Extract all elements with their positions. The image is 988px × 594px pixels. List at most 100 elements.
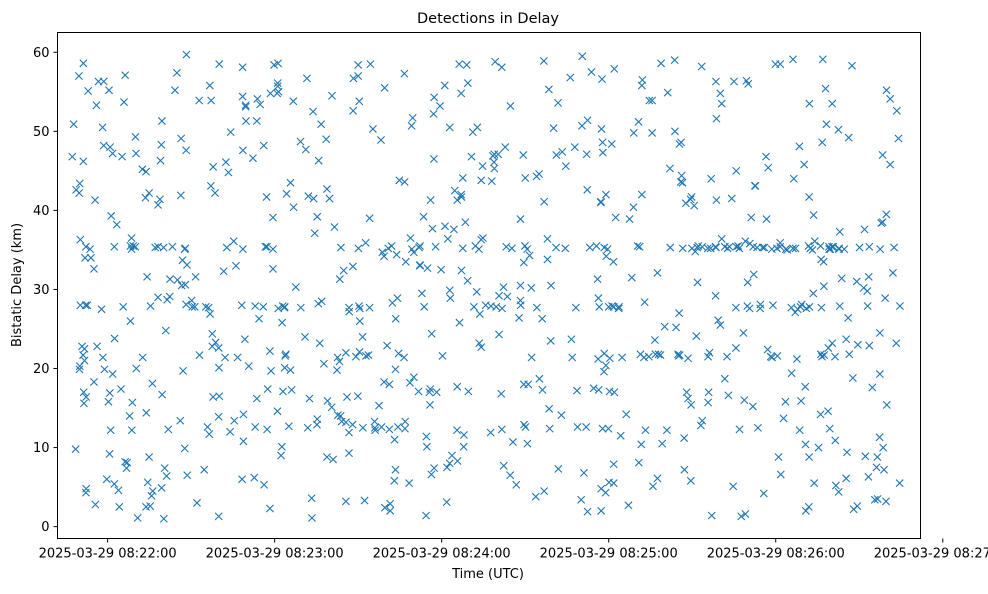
data-point (335, 275, 344, 284)
data-point (686, 476, 695, 485)
data-point (110, 334, 119, 343)
data-point (806, 244, 815, 253)
data-point (71, 445, 80, 454)
data-point (273, 407, 282, 416)
data-point (79, 399, 88, 408)
data-point (348, 420, 357, 429)
data-point (207, 96, 216, 105)
data-point (415, 261, 424, 270)
data-point (322, 453, 331, 462)
data-point (486, 428, 495, 437)
data-point (273, 82, 282, 91)
data-point (717, 234, 726, 243)
data-point (886, 94, 895, 103)
data-point (578, 52, 587, 61)
data-point (172, 68, 181, 77)
data-point (842, 474, 851, 483)
data-point (660, 322, 669, 331)
data-point (215, 392, 224, 401)
data-point (244, 362, 253, 371)
data-point (214, 412, 223, 421)
data-point (810, 237, 819, 246)
y-tick-label: 10 (33, 441, 50, 456)
data-point (552, 243, 561, 252)
data-point (597, 506, 606, 515)
data-point (131, 132, 140, 141)
data-point (83, 301, 92, 310)
data-point (79, 388, 88, 397)
data-point (361, 238, 370, 247)
data-point (375, 401, 384, 410)
x-tick-label: 2025-03-29 08:27:00 (874, 547, 988, 562)
data-point (226, 427, 235, 436)
data-point (824, 343, 833, 352)
data-point (825, 424, 834, 433)
data-point (160, 464, 169, 473)
data-point (507, 244, 516, 253)
data-point (495, 330, 504, 339)
data-point (214, 343, 223, 352)
data-point (861, 452, 870, 461)
data-point (168, 242, 177, 251)
data-point (165, 275, 174, 284)
data-point (280, 363, 289, 372)
data-point (429, 109, 438, 118)
data-point (712, 196, 721, 205)
data-point (837, 274, 846, 283)
data-point (365, 303, 374, 312)
data-point (208, 329, 217, 338)
data-point (457, 192, 466, 201)
data-point (392, 250, 401, 259)
data-point (842, 335, 851, 344)
data-point (110, 242, 119, 251)
data-point (875, 433, 884, 442)
data-point (824, 407, 833, 416)
data-point (767, 245, 776, 254)
data-point (863, 287, 872, 296)
data-point (461, 218, 470, 227)
data-point (151, 243, 160, 252)
data-point (453, 196, 462, 205)
data-point (853, 340, 862, 349)
data-point (662, 426, 671, 435)
data-point (638, 75, 647, 84)
data-point (195, 96, 204, 105)
data-point (478, 162, 487, 171)
data-point (680, 465, 689, 474)
data-point (805, 99, 814, 108)
data-point (441, 222, 450, 231)
data-point (508, 438, 517, 447)
data-point (99, 141, 108, 150)
data-point (238, 92, 247, 101)
data-point (703, 244, 712, 253)
y-tick-label: 30 (33, 283, 50, 298)
data-point (650, 336, 659, 345)
data-point (81, 242, 90, 251)
data-point (259, 141, 268, 150)
data-point (358, 423, 367, 432)
data-point (895, 479, 904, 488)
data-point (114, 486, 123, 495)
data-point (670, 56, 679, 65)
data-point (870, 495, 879, 504)
data-point (741, 510, 750, 518)
data-point (878, 151, 887, 160)
data-point (597, 124, 606, 133)
data-point (711, 243, 720, 252)
data-point (805, 453, 814, 462)
data-point (425, 388, 434, 397)
data-point (390, 435, 399, 444)
data-point (762, 152, 770, 161)
data-point (457, 89, 466, 98)
data-point (93, 342, 102, 351)
x-tick-label: 2025-03-29 08:26:00 (707, 547, 845, 562)
data-point (204, 303, 213, 312)
data-point (241, 102, 250, 111)
data-point (146, 502, 155, 511)
data-point (776, 242, 785, 251)
data-point (417, 289, 426, 298)
data-point (835, 302, 844, 311)
data-point (768, 301, 777, 310)
data-point (831, 436, 840, 445)
